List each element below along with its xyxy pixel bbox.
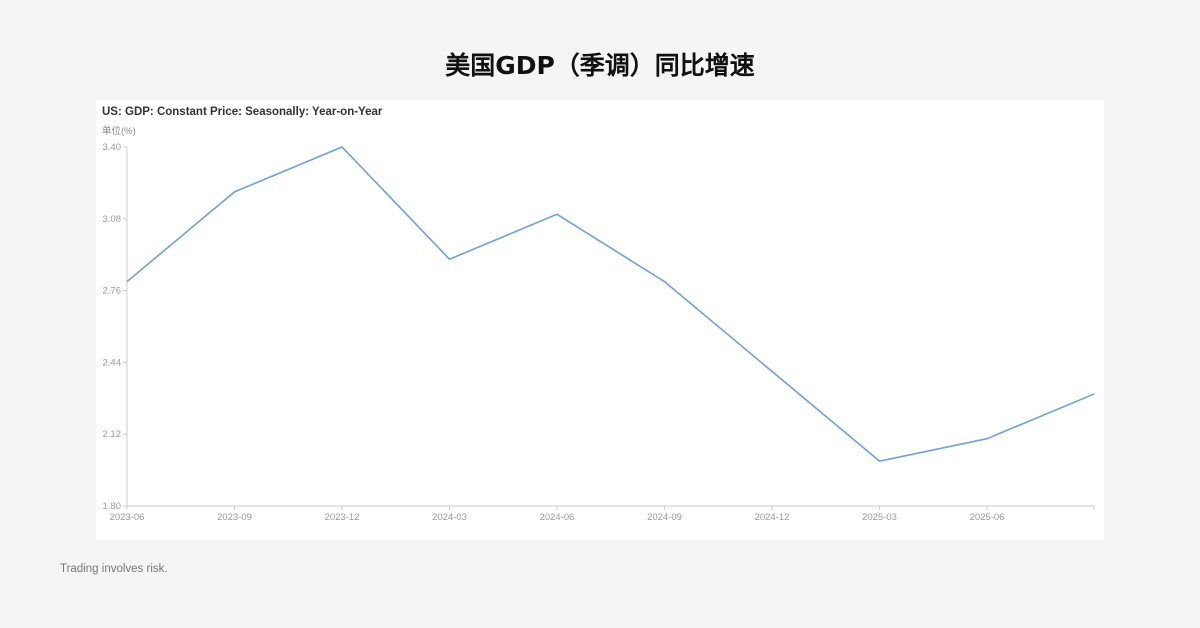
x-tick-label: 2025-03 bbox=[862, 512, 897, 523]
x-tick-label: 2024-09 bbox=[647, 512, 682, 523]
y-tick-label: 2.76 bbox=[103, 286, 122, 297]
y-tick-label: 2.12 bbox=[103, 429, 122, 440]
x-tick-label: 2025-06 bbox=[970, 512, 1005, 523]
line-chart: 1.80 2.12 2.44 2.76 3.08 3.40 2023-06 2023-09 20… bbox=[103, 142, 1095, 523]
x-tick-label: 2023-12 bbox=[325, 512, 360, 523]
x-tick-label: 2024-03 bbox=[432, 512, 467, 523]
y-tick-label: 3.40 bbox=[103, 142, 122, 153]
x-tick-label: 2023-06 bbox=[110, 512, 145, 523]
y-tick-label: 3.08 bbox=[103, 214, 122, 225]
y-axis-unit-label: 单位(%) bbox=[102, 126, 136, 137]
y-tick-label: 1.80 bbox=[103, 501, 122, 512]
y-tick-label: 2.44 bbox=[103, 357, 122, 368]
page-title: 美国GDP（季调）同比增速 bbox=[445, 51, 755, 80]
x-tick-label: 2024-06 bbox=[540, 512, 575, 523]
x-tick-label: 2023-09 bbox=[217, 512, 252, 523]
series-line bbox=[126, 146, 1095, 462]
chart-card: 1.80 2.12 2.44 2.76 3.08 3.40 2023-06 2023-09 20… bbox=[96, 100, 1104, 540]
x-tick-label: 2024-12 bbox=[755, 512, 790, 523]
chart-title: US: GDP: Constant Price: Seasonally: Yea… bbox=[102, 106, 383, 118]
risk-disclaimer: Trading involves risk. bbox=[60, 563, 168, 575]
